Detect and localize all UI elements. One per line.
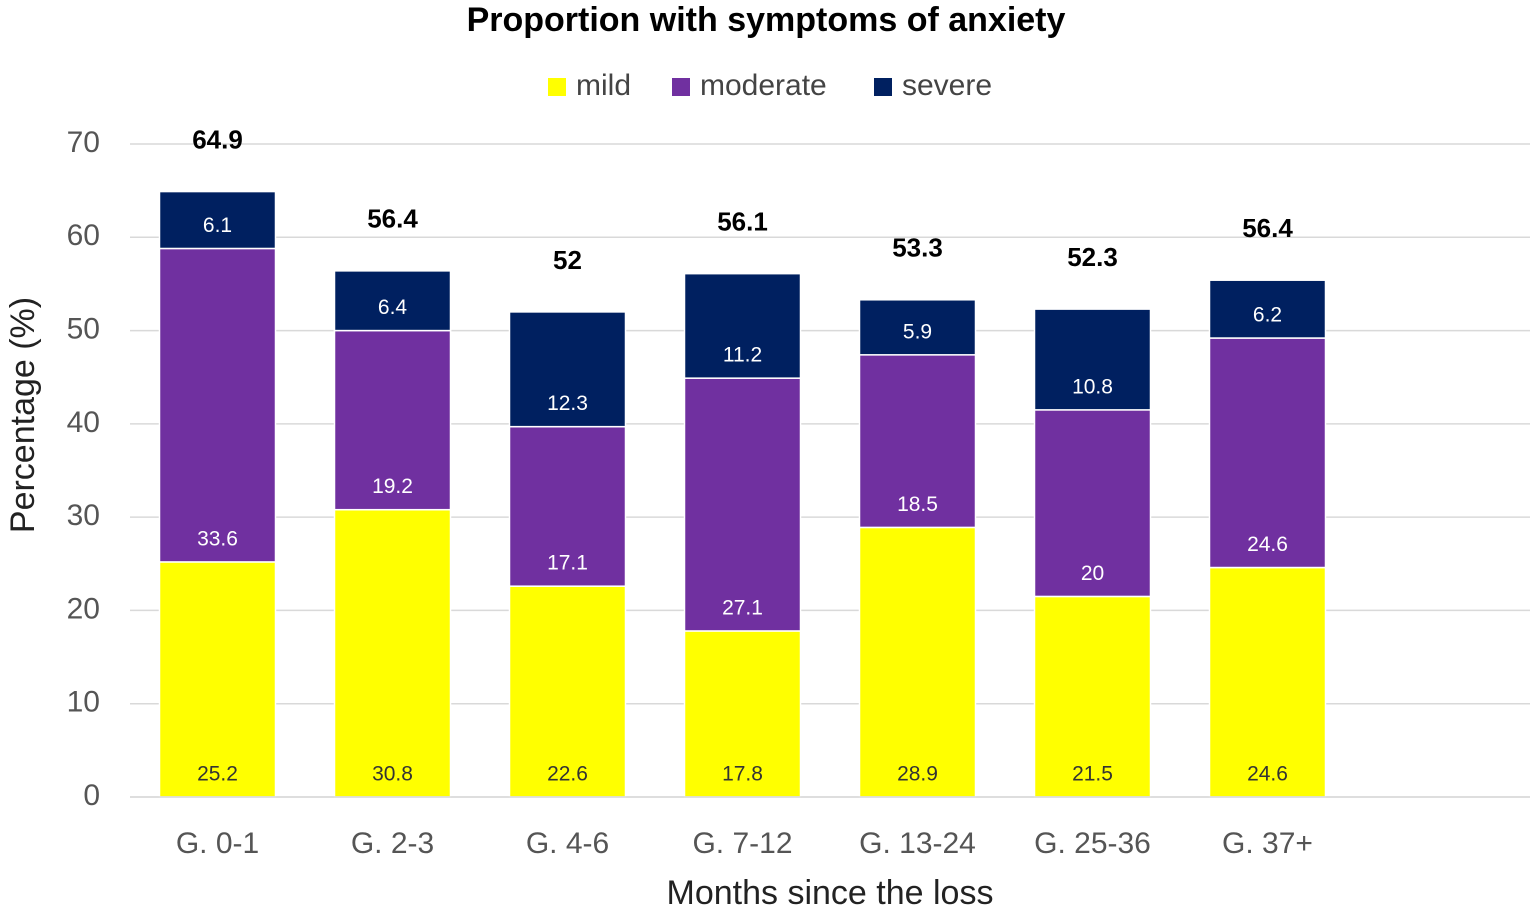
bar-segment [158, 190, 277, 250]
bar-segment [1033, 409, 1152, 598]
data-label: 30.8 [372, 763, 413, 786]
data-label: 20 [1081, 562, 1104, 585]
total-label: 52 [553, 245, 582, 275]
bar-segment [508, 311, 627, 428]
y-tick-label: 10 [67, 686, 100, 719]
data-label: 24.6 [1247, 533, 1288, 556]
total-label: 56.4 [1242, 213, 1293, 243]
y-tick-label: 60 [67, 219, 100, 252]
bar-segment [1033, 595, 1152, 798]
bar-segment [158, 247, 277, 563]
y-tick-label: 20 [67, 592, 100, 625]
y-tick-label: 70 [67, 126, 100, 159]
data-label: 25.2 [197, 763, 238, 786]
bar-segment [333, 270, 452, 332]
data-label: 28.9 [897, 763, 938, 786]
bar-segment [683, 630, 802, 798]
data-label: 17.1 [547, 552, 588, 575]
x-axis-title: Months since the loss [667, 874, 994, 912]
data-label: 12.3 [547, 392, 588, 415]
bar-segment [683, 272, 802, 379]
data-label: 21.5 [1072, 763, 1113, 786]
bar-segment [158, 561, 277, 798]
data-label: 17.8 [722, 763, 763, 786]
data-label: 10.8 [1072, 375, 1113, 398]
data-label: 11.2 [723, 344, 762, 367]
legend-label: moderate [700, 69, 827, 102]
legend-swatch [672, 78, 690, 96]
total-label: 56.1 [717, 207, 768, 237]
bar-segment [508, 585, 627, 798]
x-tick-label: G. 37+ [1222, 827, 1313, 860]
data-label: 5.9 [903, 320, 932, 343]
x-tick-label: G. 7-12 [692, 827, 792, 860]
bar-segment [858, 299, 977, 356]
x-tick-label: G. 0-1 [176, 827, 259, 860]
bar-segment [1208, 279, 1327, 339]
total-label: 64.9 [192, 124, 243, 154]
legend-label: mild [576, 69, 631, 102]
y-axis-title: Percentage (%) [4, 297, 42, 533]
y-tick-label: 50 [67, 312, 100, 345]
bar-segment [333, 508, 452, 798]
legend-label: severe [902, 69, 992, 102]
x-tick-label: G. 2-3 [351, 827, 434, 860]
bar-segment [1208, 566, 1327, 798]
data-label: 19.2 [372, 475, 413, 498]
data-label: 22.6 [547, 763, 588, 786]
data-label: 18.5 [897, 493, 938, 516]
bar-segment [683, 377, 802, 632]
data-label: 6.2 [1253, 304, 1282, 327]
chart-title: Proportion with symptoms of anxiety [467, 1, 1066, 39]
data-label: 6.1 [203, 214, 232, 237]
total-label: 53.3 [892, 233, 943, 263]
y-tick-label: 30 [67, 499, 100, 532]
x-tick-label: G. 13-24 [859, 827, 976, 860]
total-label: 52.3 [1067, 242, 1118, 272]
bar-segment [1033, 308, 1152, 411]
data-label: 27.1 [722, 596, 763, 619]
y-tick-label: 40 [67, 406, 100, 439]
total-label: 56.4 [367, 204, 418, 234]
bar-segment [858, 526, 977, 798]
y-tick-label: 0 [83, 779, 100, 812]
data-label: 24.6 [1247, 763, 1288, 786]
x-tick-label: G. 4-6 [526, 827, 609, 860]
bar-segment [333, 329, 452, 511]
legend-swatch [548, 78, 566, 96]
bar-segment [858, 354, 977, 529]
data-label: 6.4 [378, 296, 408, 319]
data-label: 33.6 [197, 527, 238, 550]
legend-swatch [874, 78, 892, 96]
x-tick-label: G. 25-36 [1034, 827, 1151, 860]
